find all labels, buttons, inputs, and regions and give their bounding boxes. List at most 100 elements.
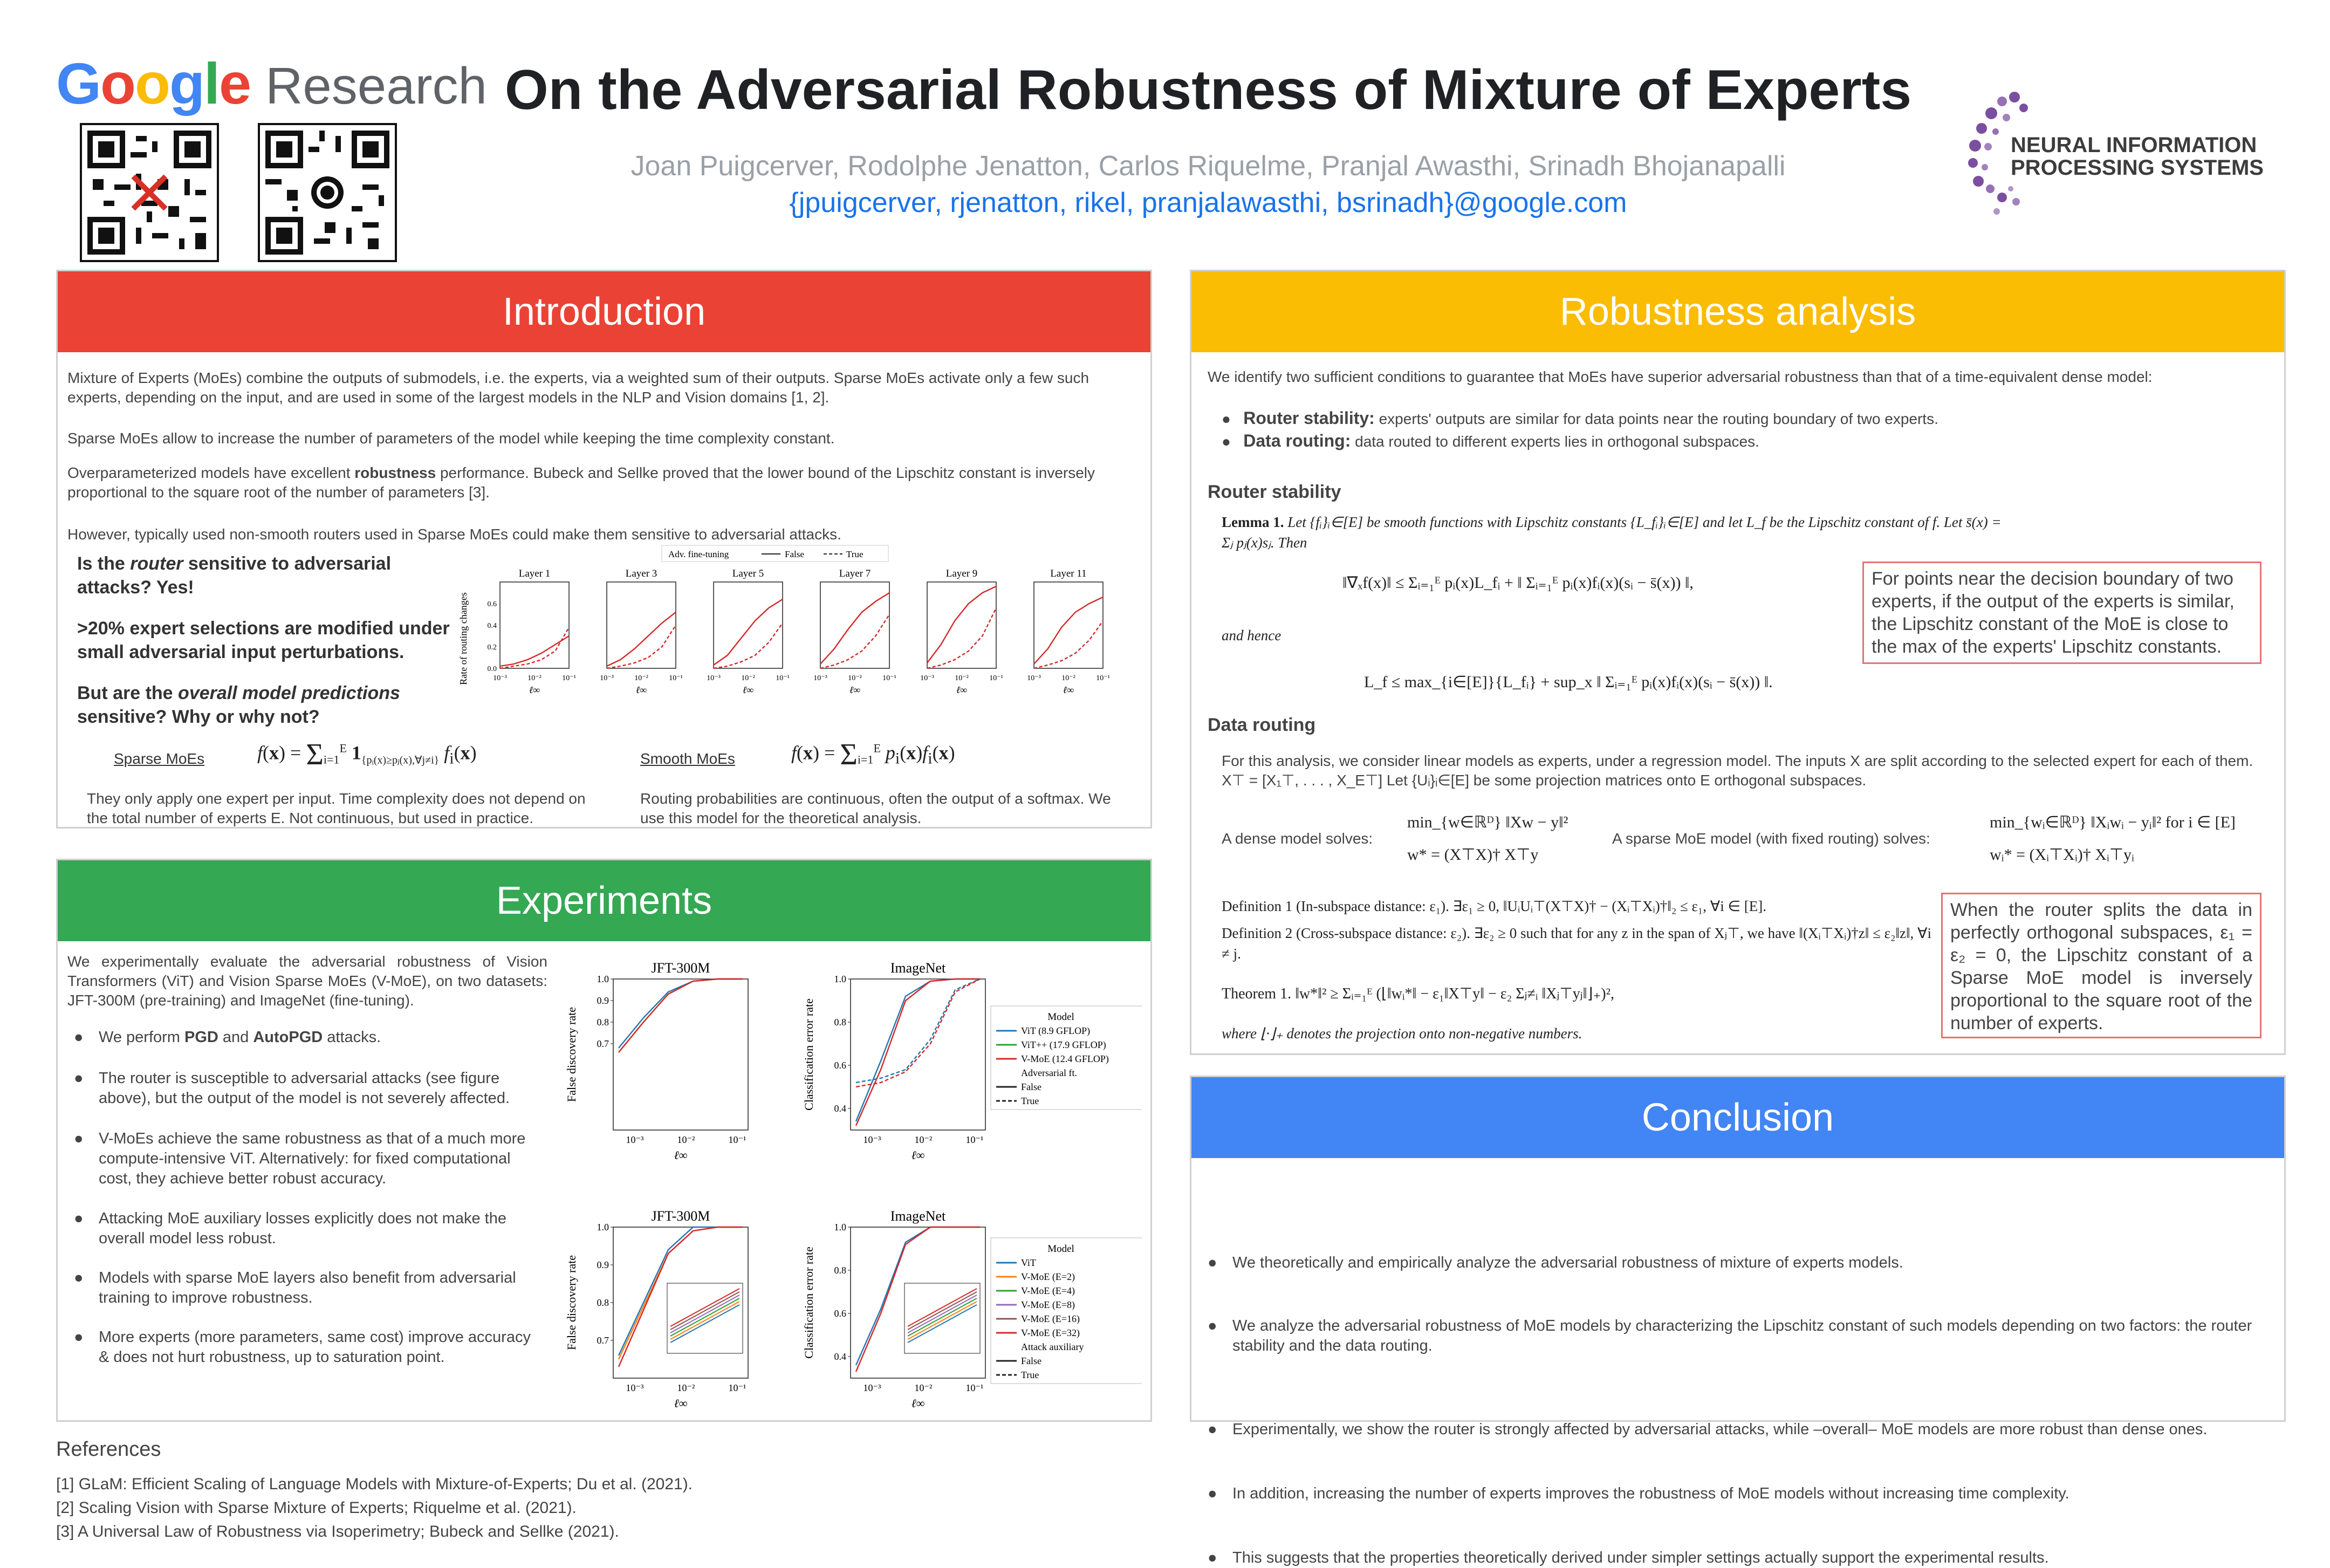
data-routing-title: Data routing	[1208, 715, 1316, 735]
chart-legend: Model ViT V-MoE (E=2) V-MoE (E=4) V-MoE (E=8…	[990, 1237, 1142, 1384]
inset-line	[907, 1291, 977, 1330]
inset-line	[907, 1295, 977, 1333]
y-tick-label: 0.6	[834, 1060, 847, 1071]
inset-line	[907, 1288, 977, 1327]
legend-entry: ViT (8.9 GFLOP)	[1021, 1025, 1090, 1037]
legend-entry: False	[1021, 1355, 1041, 1366]
author-list: Joan Puigcerver, Rodolphe Jenatton, Carl…	[631, 150, 1786, 182]
router-stability-title: Router stability	[1208, 482, 1341, 502]
sparse-moes-description: They only apply one expert per input. Ti…	[87, 790, 586, 826]
series-line	[618, 978, 743, 1053]
y-tick-label: 0.4	[834, 1103, 847, 1114]
series-line-false	[499, 635, 570, 667]
inset-line	[670, 1301, 740, 1340]
experiments-heading: Experiments	[58, 860, 1150, 941]
experiments-charts: JFT-300M False discovery rate 0.7 0.8 0.9 1.0…	[565, 960, 1142, 1410]
x-axis-label: ℓ∞	[912, 1396, 925, 1410]
y-tick-label: 1.0	[834, 1222, 847, 1233]
github-qr-code[interactable]	[258, 123, 397, 262]
series-line	[855, 978, 980, 1122]
legend-entry: V-MoE (E=2)	[1021, 1271, 1075, 1283]
experiment-chart: ImageNet Classification error rate 0.4 0.6 0…	[802, 1208, 986, 1410]
routing-panel: Layer 5 10⁻³ 10⁻² 10⁻¹ ℓ∞	[707, 568, 790, 695]
legend-title: Model	[1047, 1011, 1074, 1023]
sparse-moe-formula: f(x) = Σi=1E 1{pᵢ(x)≥pⱼ(x),∀j≠i} fi(x)	[257, 738, 477, 771]
poster-title: On the Adversarial Robustness of Mixture…	[504, 59, 1912, 121]
legend-entry: ViT	[1021, 1257, 1036, 1268]
series-line-true	[499, 627, 570, 669]
x-tick-label: 10⁻³	[707, 674, 721, 682]
x-tick-label: 10⁻²	[915, 1382, 933, 1393]
chart-legend: Model ViT (8.9 GFLOP) ViT++ (17.9 GFLOP) V-…	[990, 1005, 1142, 1110]
series-line-true	[713, 622, 783, 669]
introduction-panel: Introduction Mixture of Experts (MoEs) c…	[56, 270, 1152, 828]
expert-selection-stat: >20% expert selections are modified unde…	[77, 618, 450, 662]
routing-legend: Adv. fine-tuning False True	[661, 545, 889, 562]
legend-entry: Adversarial ft.	[1021, 1067, 1077, 1078]
x-tick-label: 10⁻³	[813, 674, 827, 682]
inset-line	[670, 1288, 740, 1327]
panel-frame	[1033, 581, 1104, 669]
experiment-chart: ImageNet Classification error rate 0.4 0.6 0…	[802, 960, 986, 1162]
x-tick-label: 10⁻¹	[989, 674, 1003, 682]
y-tick-label: 0.4	[488, 622, 497, 630]
x-axis-label: ℓ∞	[529, 684, 540, 695]
x-axis-label: ℓ∞	[636, 684, 647, 695]
x-tick-label: 10⁻²	[677, 1382, 695, 1393]
legend-entry: V-MoE (12.4 GFLOP)	[1021, 1053, 1109, 1065]
author-emails[interactable]: {jpuigcerver, rjenatton, rikel, pranjala…	[789, 187, 1627, 218]
panel-frame	[606, 581, 676, 669]
robustness-panel: Robustness analysis We identify two suff…	[1190, 270, 2286, 1055]
series-line-true	[820, 614, 890, 669]
data-routing-text: For this analysis, we consider linear mo…	[1222, 752, 2253, 789]
x-axis-label: ℓ∞	[912, 1148, 925, 1162]
x-tick-label: 10⁻¹	[776, 674, 790, 682]
neurips-logo: NEURAL INFORMATION PROCESSING SYSTEMS	[1963, 86, 2287, 227]
x-axis-label: ℓ∞	[674, 1148, 688, 1162]
paper-qr-code[interactable]	[80, 123, 219, 262]
routing-panel: Layer 11 10⁻³ 10⁻² 10⁻¹ ℓ∞	[1027, 568, 1110, 695]
x-axis-label: ℓ∞	[743, 684, 753, 695]
x-tick-label: 10⁻¹	[882, 674, 896, 682]
y-tick-label: 1.0	[597, 1222, 609, 1233]
list-item: ● Experimentally, we show the router is s…	[1208, 1421, 2208, 1438]
series-line	[618, 978, 743, 1049]
x-tick-label: 10⁻³	[626, 1382, 645, 1393]
x-axis-label: ℓ∞	[674, 1396, 688, 1410]
y-tick-label: 1.0	[834, 974, 847, 984]
dense-equation-1: min_{w∈ℝᴰ} ‖Xw − y‖²	[1407, 813, 1568, 831]
experiment-chart: JFT-300M False discovery rate 0.7 0.8 0.9 1.0…	[565, 1208, 749, 1410]
x-tick-label: 10⁻²	[955, 674, 969, 682]
y-axis-label: False discovery rate	[565, 1255, 578, 1350]
dense-model-label: A dense model solves:	[1222, 830, 1373, 847]
list-item: ● The router is susceptible to adversaria…	[74, 1070, 510, 1107]
x-tick-label: 10⁻³	[864, 1134, 882, 1145]
series-line-false	[606, 612, 676, 667]
x-tick-label: 10⁻²	[527, 674, 542, 682]
list-item: ● This suggests that the properties theor…	[1208, 1549, 2049, 1566]
condition-router-stability: ● Router stability: experts' outputs are…	[1222, 408, 1938, 428]
routing-ylabel: Rate of routing changes	[458, 592, 469, 684]
legend-entry: True	[1021, 1370, 1039, 1380]
y-tick-label: 0.8	[834, 1017, 847, 1028]
robustness-heading: Robustness analysis	[1191, 271, 2284, 352]
chart-title: JFT-300M	[652, 960, 710, 976]
legend-entry: True	[1021, 1095, 1039, 1106]
neurips-dots-icon	[1968, 92, 2028, 215]
inset-line	[907, 1301, 977, 1340]
y-tick-label: 0.0	[488, 665, 497, 673]
list-item: ● Models with sparse MoE layers also bene…	[74, 1269, 516, 1306]
x-tick-label: 10⁻²	[677, 1134, 695, 1145]
x-tick-label: 10⁻³	[493, 674, 507, 682]
lemma-equation-2: L_f ≤ max_{i∈[E]}{L_fᵢ} + sup_x ‖ Σᵢ₌₁ᴱ …	[1364, 673, 1773, 691]
x-tick-label: 10⁻²	[741, 674, 755, 682]
chart-title: ImageNet	[890, 1208, 946, 1224]
routing-changes-chart: Adv. fine-tuning False True Rate of routing…	[458, 545, 1110, 695]
panel-frame	[713, 581, 783, 669]
sparse-equation-2: wᵢ* = (Xᵢ⊤Xᵢ)† Xᵢ⊤yᵢ	[1990, 846, 2134, 864]
panel-title: Layer 1	[519, 568, 551, 579]
x-tick-label: 10⁻²	[915, 1134, 933, 1145]
legend-entry: V-MoE (E=4)	[1021, 1285, 1075, 1297]
list-item: ● We analyze the adversarial robustness o…	[1208, 1317, 2252, 1354]
chart-title: JFT-300M	[652, 1208, 710, 1224]
